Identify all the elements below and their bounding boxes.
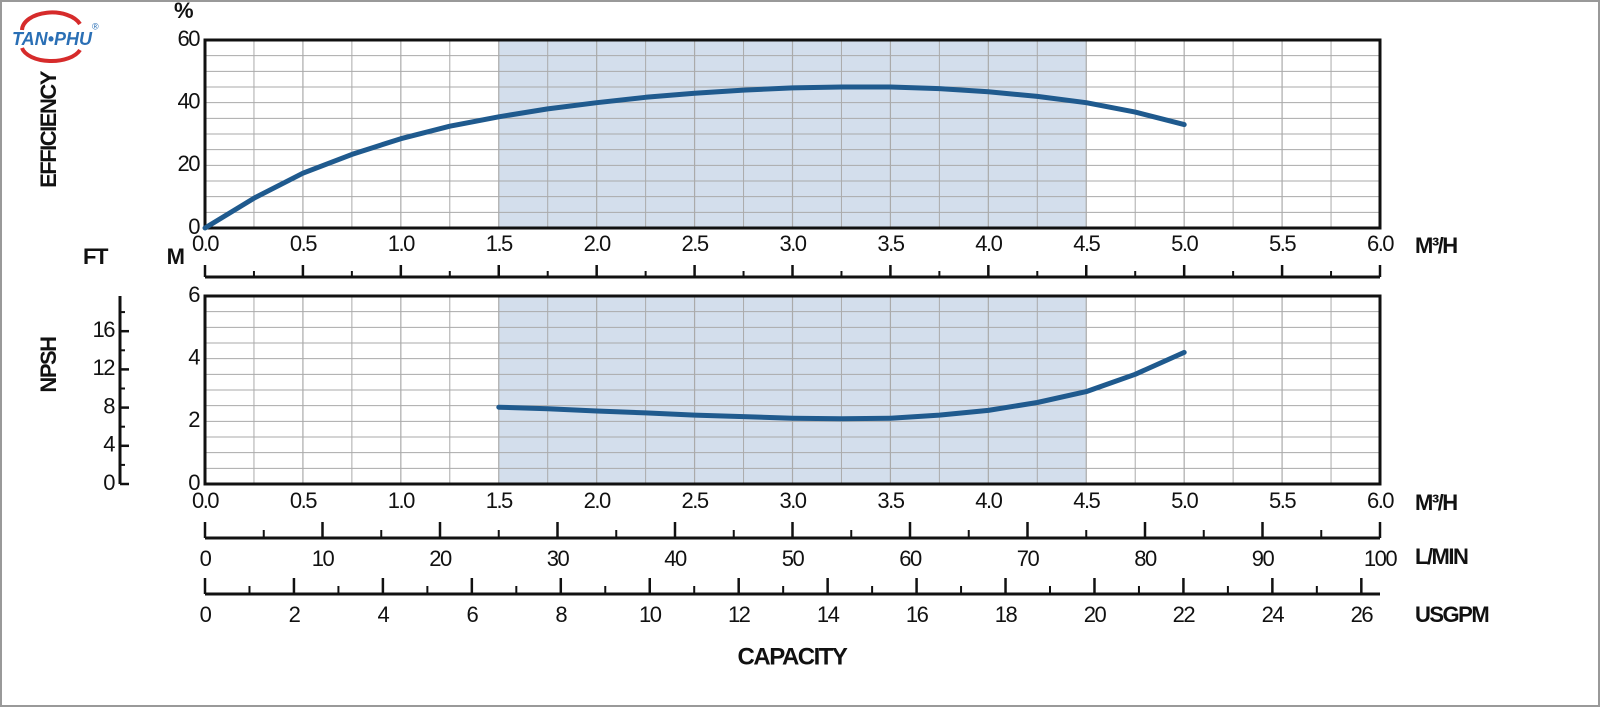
y-tick-label: 4 <box>188 344 200 369</box>
x-tick-label: 26 <box>1351 602 1374 627</box>
x-tick-label: 20 <box>1084 602 1107 627</box>
x-unit: L/MIN <box>1415 544 1468 569</box>
y-axis-title: NPSH <box>36 337 61 393</box>
y-unit: % <box>174 0 193 23</box>
x-tick-label: 8 <box>555 602 567 627</box>
x-tick-label: 1.0 <box>388 231 415 256</box>
x-tick-label: 4.0 <box>975 231 1002 256</box>
x-tick-label: 5.5 <box>1269 231 1296 256</box>
y-axis-title: EFFICIENCY <box>36 70 61 188</box>
x-tick-label: 3.5 <box>877 231 904 256</box>
x-tick-label: 2 <box>289 602 301 627</box>
x-tick-label: 4.5 <box>1073 488 1100 513</box>
x-unit: M³/H <box>1415 233 1457 258</box>
x-unit: USGPM <box>1415 602 1488 627</box>
x-tick-label: 4.5 <box>1073 231 1100 256</box>
x-tick-label: 5.5 <box>1269 488 1296 513</box>
x-tick-label: 90 <box>1252 546 1275 571</box>
y-tick-label: 20 <box>178 151 201 176</box>
x-tick-label: 60 <box>899 546 922 571</box>
x-tick-label: 0.0 <box>192 488 219 513</box>
x-tick-label: 18 <box>995 602 1018 627</box>
logo-arc <box>20 10 82 31</box>
y2-tick-label: 12 <box>93 355 116 380</box>
x-tick-label: 2.0 <box>584 231 611 256</box>
x-tick-label: 6.0 <box>1367 488 1394 513</box>
x-tick-label: 4.0 <box>975 488 1002 513</box>
y-unit: M <box>167 244 184 269</box>
y-tick-label: 6 <box>188 282 200 307</box>
x-tick-label: 80 <box>1134 546 1157 571</box>
y-tick-label: 0 <box>188 214 200 239</box>
x-tick-label: 0 <box>200 546 212 571</box>
x-tick-label: 50 <box>782 546 805 571</box>
x-tick-label: 14 <box>817 602 840 627</box>
x-tick-label: 1.5 <box>486 231 513 256</box>
x-tick-label: 1.0 <box>388 488 415 513</box>
y2-tick-label: 16 <box>93 317 116 342</box>
x-tick-label: 0.5 <box>290 231 317 256</box>
x-tick-label: 100 <box>1364 546 1397 571</box>
y2-tick-label: 8 <box>103 393 115 418</box>
x-axis-title: CAPACITY <box>738 643 848 670</box>
x-tick-label: 0.0 <box>192 231 219 256</box>
x-unit: M³/H <box>1415 490 1457 515</box>
logo-registered: ® <box>92 21 99 31</box>
data-line <box>202 84 1187 231</box>
x-tick-label: 10 <box>312 546 335 571</box>
y-tick-label: 0 <box>188 470 200 495</box>
x-tick-label: 1.5 <box>486 488 513 513</box>
plot-border <box>203 38 1382 230</box>
x-tick-label: 5.0 <box>1171 488 1198 513</box>
y2-tick-label: 4 <box>103 432 115 457</box>
x-tick-label: 16 <box>906 602 929 627</box>
x-tick-label: 3.0 <box>779 488 806 513</box>
x-tick-label: 0.5 <box>290 488 317 513</box>
x-tick-label: 22 <box>1173 602 1196 627</box>
x-tick-label: 3.0 <box>779 231 806 256</box>
x-tick-label: 2.5 <box>682 488 709 513</box>
logo-text: TAN•PHU <box>12 29 93 49</box>
x-tick-label: 4 <box>378 602 390 627</box>
x-tick-label: 5.0 <box>1171 231 1198 256</box>
logo: TAN•PHU ® <box>12 10 99 64</box>
data-line <box>496 349 1187 422</box>
x-tick-label: 2.0 <box>584 488 611 513</box>
y-tick-label: 40 <box>178 88 201 113</box>
x-tick-label: 6 <box>466 602 478 627</box>
x-tick-label: 30 <box>547 546 570 571</box>
x-tick-label: 6.0 <box>1367 231 1394 256</box>
x-tick-label: 2.5 <box>682 231 709 256</box>
plot-border <box>203 294 1382 486</box>
x-tick-label: 10 <box>639 602 662 627</box>
y-tick-label: 60 <box>178 26 201 51</box>
x-tick-label: 3.5 <box>877 488 904 513</box>
x-tick-label: 40 <box>664 546 687 571</box>
y2-tick-label: 0 <box>103 470 115 495</box>
y2-unit: FT <box>83 244 109 269</box>
x-tick-label: 20 <box>429 546 452 571</box>
logo-arc <box>20 47 82 64</box>
y-tick-label: 2 <box>188 407 200 432</box>
x-tick-label: 70 <box>1017 546 1040 571</box>
x-tick-label: 12 <box>728 602 751 627</box>
x-tick-label: 0 <box>200 602 212 627</box>
x-tick-label: 24 <box>1262 602 1285 627</box>
